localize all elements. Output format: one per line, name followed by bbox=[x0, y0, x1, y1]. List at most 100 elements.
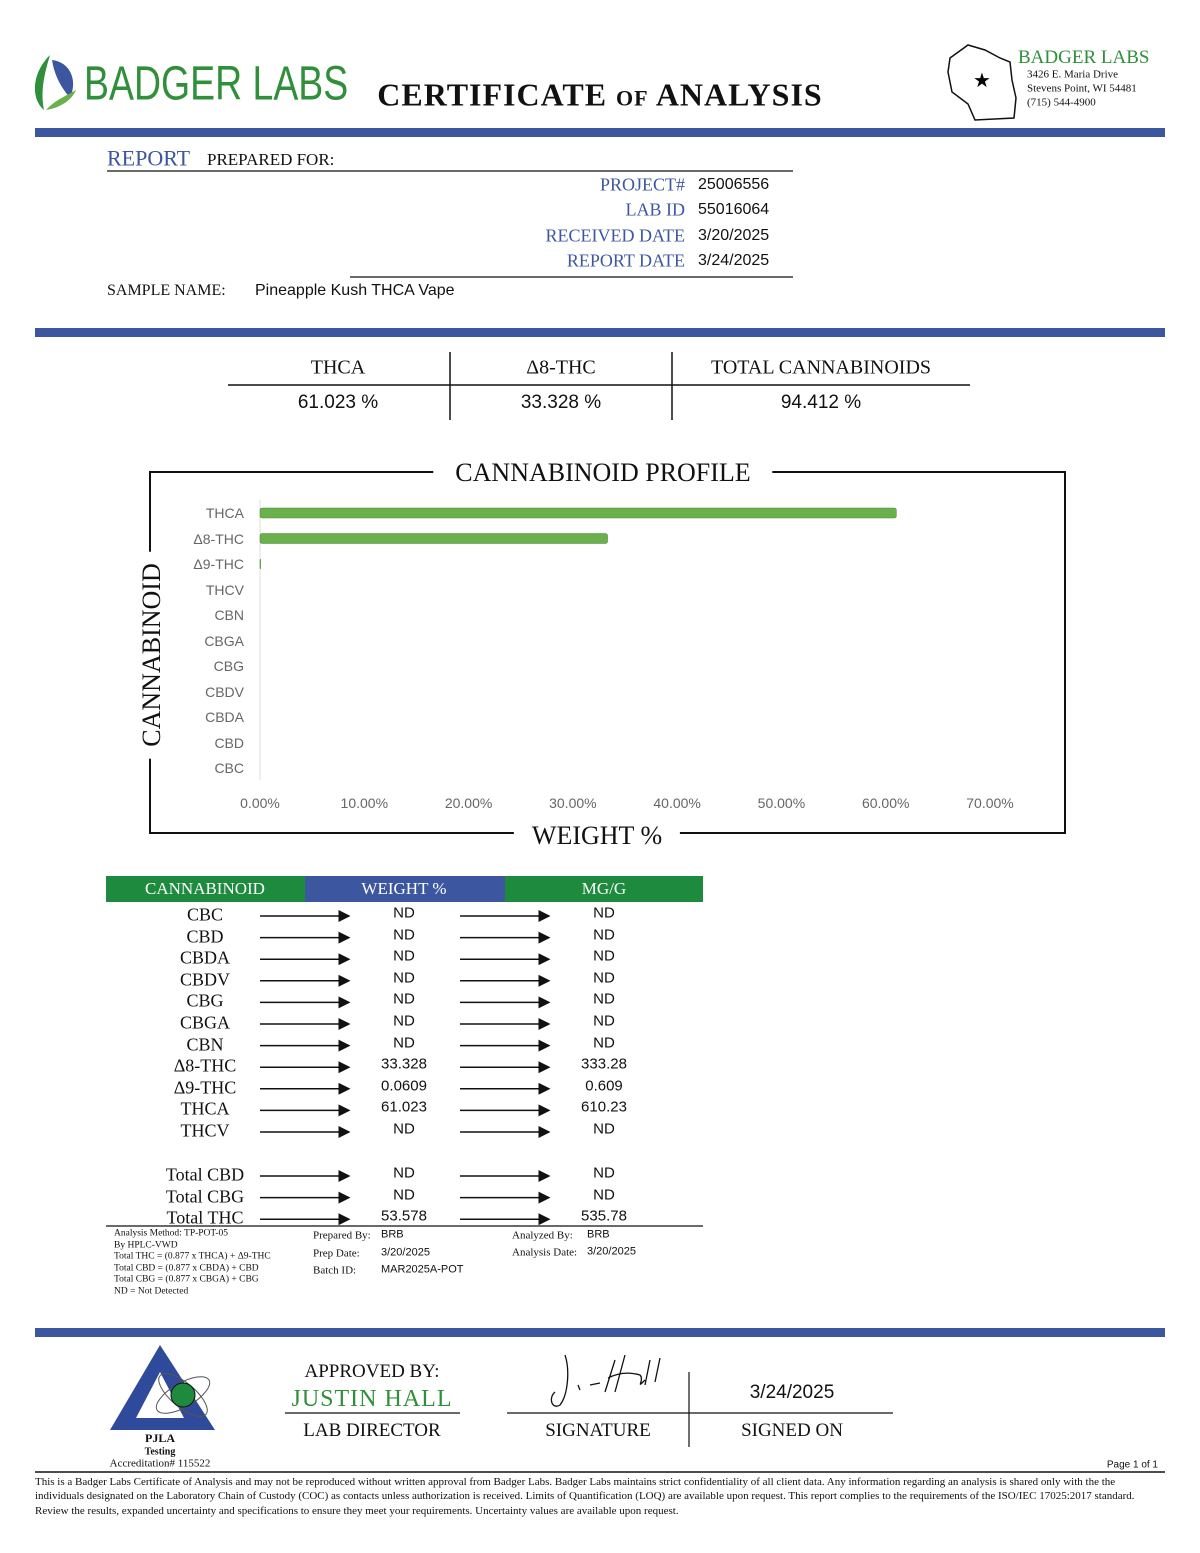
cannabinoid-name: Total CBD bbox=[165, 1164, 245, 1185]
field-value: 25006556 bbox=[698, 175, 770, 193]
table-header: MG/G bbox=[581, 879, 627, 899]
header-cell bbox=[106, 876, 305, 902]
address-line: (715) 544-4900 bbox=[1027, 96, 1096, 109]
summary-value: 94.412 % bbox=[780, 392, 862, 414]
note: Total CBD = (0.877 x CBDA) + CBD bbox=[114, 1263, 259, 1274]
x-tick-label: 30.00% bbox=[549, 794, 597, 811]
summary-label: THCA bbox=[310, 356, 366, 379]
mg-value: 0.609 bbox=[585, 1077, 623, 1095]
analysis-label: Analyzed By: bbox=[512, 1229, 573, 1242]
mg-value: ND bbox=[593, 925, 615, 943]
cannabinoid-name: Total CBG bbox=[165, 1186, 245, 1207]
weight-value: ND bbox=[393, 969, 415, 987]
x-tick-label: 50.00% bbox=[757, 794, 806, 811]
analysis-value: 3/20/2025 bbox=[587, 1245, 636, 1258]
brand: BADGER LABS bbox=[84, 57, 349, 111]
mg-value: ND bbox=[593, 1185, 615, 1203]
address-line: 3426 E. Maria Drive bbox=[1027, 68, 1119, 81]
x-tick-label: 70.00% bbox=[966, 794, 1014, 811]
mg-value: ND bbox=[593, 990, 615, 1008]
weight-value: ND bbox=[393, 947, 415, 965]
summary-value: 61.023 % bbox=[297, 392, 379, 414]
y-tick-label: CBDA bbox=[205, 708, 244, 725]
sample-label: SAMPLE NAME: bbox=[107, 281, 226, 299]
prepared-for: PREPARED FOR: bbox=[207, 150, 335, 170]
y-tick-label: Δ8-THC bbox=[193, 530, 244, 547]
star: ★ bbox=[973, 70, 991, 92]
note: By HPLC-VWD bbox=[114, 1240, 178, 1251]
y-tick-label: CBGA bbox=[204, 632, 244, 649]
prep-value: MAR2025A-POT bbox=[381, 1263, 464, 1276]
analysis-label: Analysis Date: bbox=[512, 1246, 578, 1259]
pjla-name: PJLA bbox=[145, 1431, 175, 1446]
note: Analysis Method: TP-POT-05 bbox=[114, 1228, 229, 1239]
summary-label: Δ8-THC bbox=[526, 356, 596, 379]
cannabinoid-name: Total THC bbox=[166, 1207, 244, 1228]
approver-role: LAB DIRECTOR bbox=[303, 1420, 441, 1442]
prep-label: Prep Date: bbox=[313, 1247, 360, 1260]
weight-value: ND bbox=[393, 1012, 415, 1030]
signed-on: SIGNED ON bbox=[741, 1420, 843, 1442]
y-tick-label: CBD bbox=[214, 734, 244, 751]
weight-value: 33.328 bbox=[381, 1055, 427, 1073]
weight-value: ND bbox=[393, 1033, 415, 1051]
signed-date: 3/24/2025 bbox=[749, 1382, 835, 1404]
chart-title: CANNABINOID PROFILE bbox=[433, 458, 773, 488]
chart-frame bbox=[149, 471, 1066, 834]
accreditation-number: Accreditation# 115522 bbox=[109, 1457, 211, 1470]
analysis-value: BRB bbox=[587, 1228, 610, 1241]
prep-label: Batch ID: bbox=[313, 1264, 357, 1277]
note: Total CBG = (0.877 x CBGA) + CBG bbox=[114, 1274, 259, 1285]
cannabinoid-name: THCV bbox=[180, 1120, 230, 1141]
cannabinoid-name: CBN bbox=[186, 1034, 224, 1055]
table-header: WEIGHT % bbox=[361, 879, 447, 899]
field-value: 3/20/2025 bbox=[698, 226, 770, 244]
header-cell bbox=[305, 876, 505, 902]
bar bbox=[259, 558, 261, 570]
x-axis-label: WEIGHT % bbox=[513, 821, 681, 851]
mg-value: ND bbox=[593, 904, 615, 922]
rule bbox=[35, 128, 1165, 137]
x-tick-label: 10.00% bbox=[340, 794, 389, 811]
field-value: 3/24/2025 bbox=[698, 251, 770, 269]
prep-value: BRB bbox=[381, 1228, 404, 1241]
prep-value: 3/20/2025 bbox=[381, 1246, 430, 1259]
y-tick-label: CBDV bbox=[205, 683, 244, 700]
mg-value: ND bbox=[593, 1120, 615, 1138]
rule bbox=[35, 1328, 1165, 1337]
rule bbox=[35, 328, 1165, 337]
bar bbox=[259, 533, 608, 544]
pjla-type: Testing bbox=[144, 1446, 176, 1458]
field-label: RECEIVED DATE bbox=[545, 225, 685, 246]
note: ND = Not Detected bbox=[114, 1286, 189, 1297]
header-cell bbox=[505, 876, 703, 902]
logo-leaf bbox=[34, 55, 76, 110]
approved-by: APPROVED BY: bbox=[304, 1361, 440, 1383]
x-tick-label: 20.00% bbox=[444, 794, 493, 811]
weight-value: ND bbox=[393, 904, 415, 922]
approver-name: JUSTIN HALL bbox=[291, 1386, 453, 1413]
mg-value: 535.78 bbox=[581, 1207, 627, 1225]
mg-value: ND bbox=[593, 1012, 615, 1030]
weight-value: 0.0609 bbox=[381, 1077, 427, 1095]
note: Total THC = (0.877 x THCA) + Δ9-THC bbox=[114, 1251, 271, 1262]
field-label: LAB ID bbox=[625, 199, 686, 220]
report-label: REPORT bbox=[107, 145, 191, 171]
mg-value: 333.28 bbox=[581, 1055, 627, 1073]
cannabinoid-name: CBDV bbox=[179, 969, 231, 990]
cannabinoid-name: Δ9-THC bbox=[173, 1077, 237, 1098]
weight-value: ND bbox=[393, 1120, 415, 1138]
signature-label: SIGNATURE bbox=[545, 1420, 651, 1442]
cannabinoid-name: CBG bbox=[186, 991, 224, 1012]
cannabinoid-name: THCA bbox=[180, 1099, 230, 1120]
x-tick-label: 0.00% bbox=[240, 794, 280, 811]
y-tick-label: CBC bbox=[214, 759, 244, 776]
y-tick-label: THCA bbox=[205, 504, 244, 521]
weight-value: ND bbox=[393, 990, 415, 1008]
weight-value: ND bbox=[393, 1164, 415, 1182]
weight-value: ND bbox=[393, 925, 415, 943]
mg-value: ND bbox=[593, 947, 615, 965]
summary-value: 33.328 % bbox=[520, 392, 602, 414]
state-outline bbox=[947, 44, 1017, 121]
